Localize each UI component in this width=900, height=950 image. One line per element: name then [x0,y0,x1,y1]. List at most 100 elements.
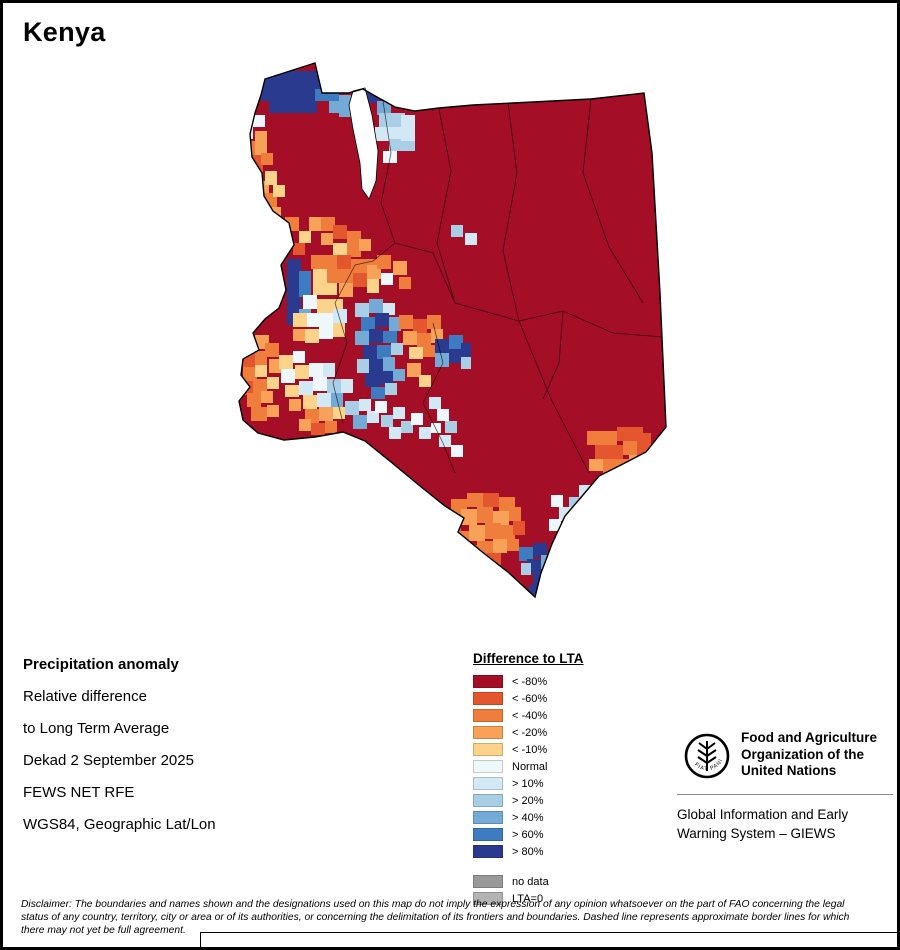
fao-org-name-line: United Nations [741,763,837,778]
page-title: Kenya [23,17,106,47]
legend-item-label: Normal [512,760,548,773]
anomaly-cell [595,445,623,459]
anomaly-cell [507,539,519,551]
anomaly-cell [313,269,327,283]
anomaly-cell [451,225,463,237]
anomaly-cell [371,387,385,399]
anomaly-cell [419,375,431,387]
anomaly-cell [377,255,391,269]
anomaly-cell [449,335,463,349]
legend-item: Normal [473,758,584,775]
disclaimer-line: there may not yet be full agreement. [21,924,186,936]
map-info-block: Precipitation anomaly Relative differenc… [23,656,216,848]
anomaly-cell [369,329,383,343]
lake-turkana [348,87,379,200]
anomaly-cell [289,399,301,411]
anomaly-cell [261,153,273,165]
legend-extra-items: no data LTA=0 [473,873,584,907]
anomaly-cell [399,277,411,289]
anomaly-cell [375,127,405,141]
anomaly-cell [281,369,295,383]
admin-boundary-line [422,322,456,474]
anomaly-cell [399,315,413,329]
legend-swatch [473,692,503,705]
anomaly-cell [379,371,393,385]
anomaly-cell [367,411,379,423]
anomaly-cell [313,283,337,295]
fao-block: FIAT PANIS Food and Agriculture Organiza… [677,730,893,843]
anomaly-cell [333,225,347,239]
legend-item-label: no data [512,875,549,888]
bottom-strip [200,932,897,947]
anomaly-cell [333,407,345,419]
anomaly-cell [265,171,277,185]
anomaly-cell [255,131,267,155]
anomaly-cell [477,507,493,523]
anomaly-cell [543,569,555,581]
anomaly-cell [611,471,631,483]
info-heading: Precipitation anomaly [23,656,179,673]
anomaly-cell [439,435,451,447]
anomaly-cell [501,525,515,539]
anomaly-cell [377,345,391,359]
anomaly-cell [285,217,299,231]
anomaly-cell [339,283,353,297]
kenya-map [238,62,667,599]
admin-boundary-line [436,108,456,304]
anomaly-cell [389,317,401,331]
anomaly-cell [361,451,375,465]
anomaly-cell [463,545,477,559]
legend-item: < -60% [473,690,584,707]
legend-item: LTA=0 [473,890,584,907]
anomaly-cell [451,445,463,457]
anomaly-cell [321,233,333,245]
anomaly-cell [337,255,351,269]
anomaly-cell [409,347,423,359]
giews-label-line: Global Information and Early [677,806,849,822]
anomaly-cell [309,217,323,231]
anomaly-cell [239,113,253,139]
admin-boundary-line [394,242,456,304]
anomaly-cell [423,345,435,357]
legend-item: > 10% [473,775,584,792]
admin-boundary-line [332,264,356,424]
legend-item-label: > 60% [512,828,544,841]
anomaly-cell [357,359,369,373]
anomaly-cell [287,259,301,299]
anomaly-cell [383,303,395,315]
anomaly-cell [437,409,449,421]
anomaly-cell [243,367,257,381]
anomaly-cell [469,525,485,541]
anomaly-cell [253,115,265,127]
anomaly-cell [355,303,369,317]
anomaly-cell [391,343,403,355]
fao-org-name-line: Organization of the [741,746,864,762]
anomaly-cell [465,233,477,245]
anomaly-cell [253,379,267,393]
anomaly-cell [293,243,305,255]
anomaly-cell [293,351,305,363]
anomaly-cell [267,207,281,219]
anomaly-cell [311,423,325,435]
anomaly-cell [383,357,395,371]
anomaly-cell [461,509,477,525]
anomaly-cell [427,315,441,329]
admin-boundary-line [502,102,520,322]
anomaly-cell [273,185,285,197]
anomaly-cell [429,397,441,409]
legend-swatch [473,794,503,807]
disclaimer-line: status of any country, territory, city o… [21,911,850,923]
anomaly-cell [303,295,317,309]
legend-swatch [473,675,503,688]
anomaly-cell [365,373,379,387]
anomaly-cell [353,273,367,287]
legend-item-label: > 80% [512,845,544,858]
anomaly-cell [383,331,397,343]
legend-item: < -10% [473,741,584,758]
legend-item-label: > 20% [512,794,544,807]
anomaly-cell [389,427,401,439]
anomaly-cell [359,239,371,251]
anomaly-cell [347,231,361,257]
legend-item-label: < -40% [512,709,548,722]
anomaly-cell [393,261,407,275]
